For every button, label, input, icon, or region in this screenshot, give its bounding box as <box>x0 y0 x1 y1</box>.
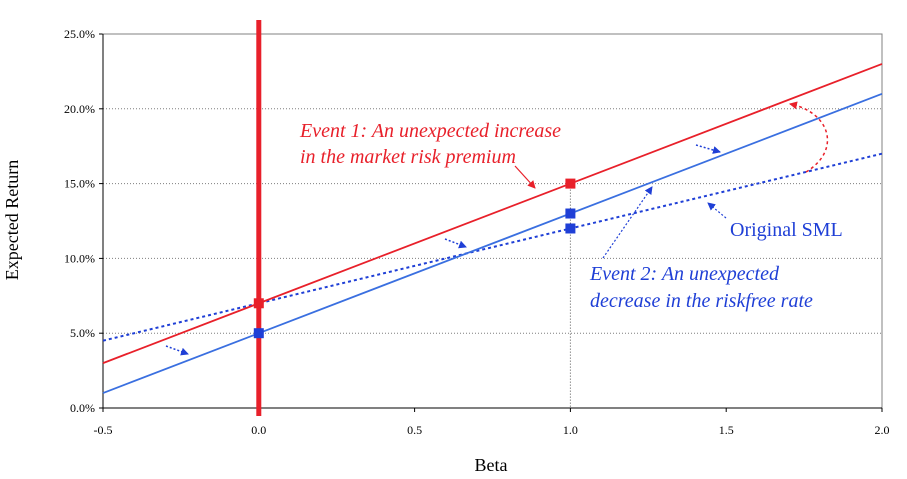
event-1-sml-line <box>102 63 883 364</box>
data-marker-2 <box>253 328 264 339</box>
event-1-line-1: Event 1: An unexpected increase <box>299 120 561 142</box>
y-axis-title: Expected Return <box>2 160 22 280</box>
axes <box>99 20 883 416</box>
y-tick-label-2: 10.0% <box>64 251 95 265</box>
data-marker-1 <box>565 178 576 189</box>
shift-arrows <box>165 101 829 356</box>
shift-arrow-2 <box>695 144 721 154</box>
original-sml-label: Original SML <box>730 219 843 241</box>
y-tick-label-4: 20.0% <box>64 102 95 116</box>
event-2-line-1: Event 2: An unexpected <box>589 263 780 285</box>
event-2-line-2: decrease in the riskfree rate <box>590 290 813 312</box>
event-1-curved-arrow <box>789 101 829 173</box>
x-tick-label-2: 0.5 <box>407 423 422 437</box>
event-2-sml-line <box>102 92 883 394</box>
data-marker-3 <box>565 208 576 219</box>
original-sml-pointer <box>707 202 727 219</box>
y-tick-label-1: 5.0% <box>70 326 95 340</box>
data-markers <box>253 178 576 339</box>
y-tick-labels: 0.0% 5.0% 10.0% 15.0% 20.0% 25.0% <box>64 27 95 415</box>
event-1-line-2: in the market risk premium <box>300 146 516 168</box>
original-sml-line <box>102 152 883 342</box>
x-tick-label-0: -0.5 <box>94 423 113 437</box>
y-tick-label-5: 25.0% <box>64 27 95 41</box>
x-tick-label-3: 1.0 <box>563 423 578 437</box>
data-marker-4 <box>565 223 576 234</box>
event-1-pointer <box>514 165 536 189</box>
x-tick-label-5: 2.0 <box>875 423 890 437</box>
x-tick-labels: -0.5 0.0 0.5 1.0 1.5 2.0 <box>94 423 890 437</box>
series-lines <box>102 63 883 394</box>
x-tick-label-1: 0.0 <box>251 423 266 437</box>
data-marker-0 <box>253 298 264 309</box>
y-tick-label-3: 15.0% <box>64 177 95 191</box>
shift-arrow-0 <box>165 345 189 356</box>
x-axis-title: Beta <box>475 455 508 475</box>
y-tick-label-0: 0.0% <box>70 401 95 415</box>
shift-arrow-1 <box>444 238 467 249</box>
x-tick-label-4: 1.5 <box>719 423 734 437</box>
